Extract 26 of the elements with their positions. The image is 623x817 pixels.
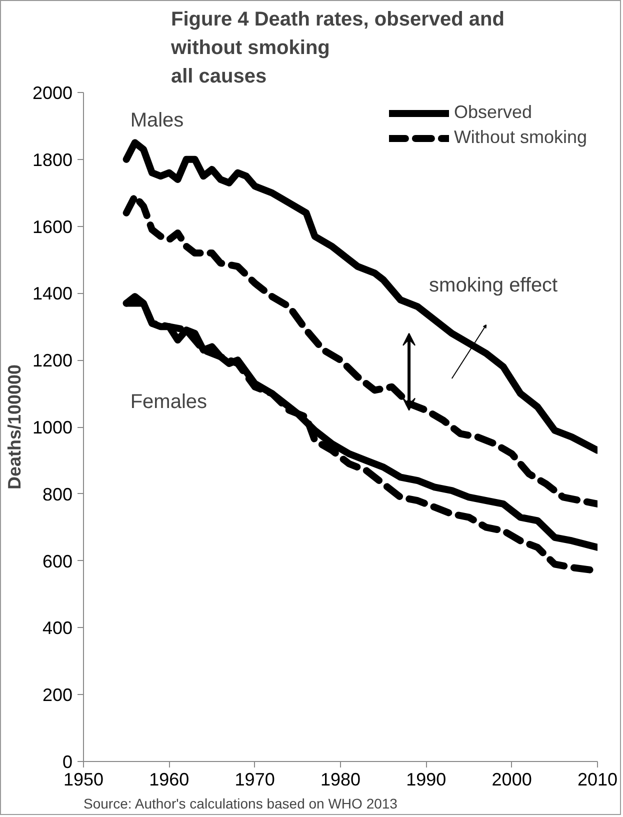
- chart-title: Figure 4 Death rates, observed and without smoking all causes: [170, 8, 504, 88]
- y-tick-label: 0: [62, 752, 73, 772]
- legend-label: Without smoking: [454, 127, 587, 148]
- y-tick-label: 800: [42, 484, 73, 504]
- legend-label: Observed: [454, 102, 532, 123]
- source-note: Source: Author's calculations based on WHO 2013: [84, 796, 398, 812]
- x-tick-label: 1990: [406, 770, 446, 790]
- y-tick-label: 1800: [32, 150, 73, 170]
- x-tick-label: 1970: [234, 770, 275, 790]
- x-tick-label: 1960: [149, 770, 190, 790]
- y-tick-label: 200: [42, 685, 73, 706]
- y-tick-label: 600: [42, 551, 73, 572]
- x-tick-label: 1950: [63, 770, 104, 790]
- y-tick-label: 1600: [32, 216, 73, 237]
- y-tick-label: 400: [42, 618, 73, 638]
- annotation: smoking effect: [429, 274, 558, 297]
- x-tick-label: 2000: [492, 770, 532, 790]
- y-tick-label: 1400: [32, 284, 73, 304]
- y-axis-title: Deaths/100000: [4, 364, 24, 490]
- y-tick-label: 2000: [32, 83, 73, 103]
- y-tick-label: 1000: [32, 418, 73, 438]
- annotation: Females: [130, 391, 208, 414]
- x-tick-label: 2010: [577, 770, 618, 790]
- annotation: Males: [130, 109, 184, 132]
- x-tick-label: 1980: [320, 770, 361, 790]
- y-tick-label: 1200: [32, 350, 73, 371]
